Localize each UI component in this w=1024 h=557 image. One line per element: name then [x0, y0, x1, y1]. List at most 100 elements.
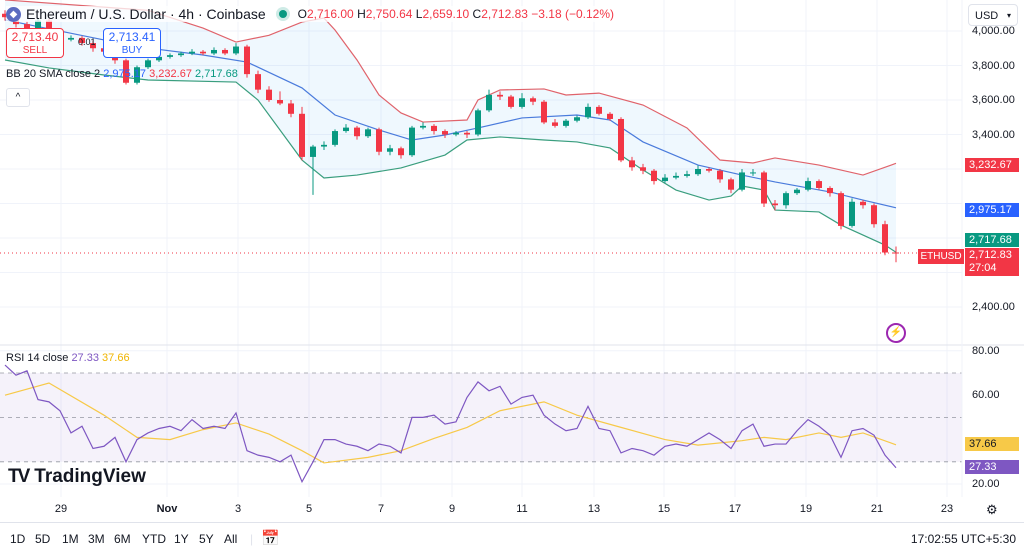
candle [893, 246, 899, 263]
candle-body [871, 205, 877, 225]
clock[interactable]: 17:02:55 UTC+5:30 [910, 532, 1016, 546]
candle [783, 191, 789, 209]
bar-countdown: 27:04 [969, 262, 997, 274]
candle-body [288, 103, 294, 114]
candle [805, 177, 811, 192]
tradingview-logo-icon: TV [8, 466, 30, 487]
chevron-up-icon[interactable]: ^ [6, 88, 30, 107]
symbol-name: Ethereum / U.S. Dollar · 4h · Coinbase [26, 6, 266, 22]
candle-body [145, 60, 151, 68]
candles [2, 10, 899, 263]
sell-label: SELL [22, 45, 48, 56]
range-button-6m[interactable]: 6M [114, 532, 131, 546]
time-axis-label: Nov [156, 503, 178, 515]
candle-body [574, 117, 580, 121]
range-button-5y[interactable]: 5Y [199, 532, 214, 546]
candle-body [211, 49, 217, 54]
candle-body [321, 144, 327, 147]
candle [464, 131, 470, 138]
candle-body [563, 120, 569, 126]
candle [255, 70, 261, 94]
calendar-goto-icon[interactable]: 📅 [261, 530, 280, 547]
lightning-icon[interactable]: ⚡ [886, 323, 906, 343]
candle-body [761, 172, 767, 204]
candle [673, 172, 679, 180]
candle [310, 144, 316, 195]
time-axis-label: 15 [657, 503, 671, 515]
candle-body [365, 129, 371, 137]
candle [684, 170, 690, 178]
symbol-title[interactable]: ◆ Ethereum / U.S. Dollar · 4h · Coinbase… [6, 6, 615, 22]
candle-body [486, 94, 492, 111]
candle-body [475, 110, 481, 135]
last-price-badge: 2,712.83 27:04 [965, 248, 1019, 276]
rsi-legend[interactable]: RSI 14 close 27.33 37.66 [6, 352, 130, 364]
candle-body [618, 118, 624, 161]
rsi-pane [0, 364, 962, 484]
candle [761, 170, 767, 207]
bb-lower-badge: 2,717.68 [965, 233, 1019, 247]
candle [739, 169, 745, 192]
candle-body [552, 122, 558, 126]
candle-body [134, 67, 140, 83]
candle [816, 179, 822, 190]
candle [475, 108, 481, 137]
candle-body [156, 56, 162, 61]
candle-body [684, 174, 690, 176]
tradingview-logo[interactable]: TV TradingView [8, 466, 146, 488]
candle-body [673, 175, 679, 178]
range-button-1d[interactable]: 1D [10, 532, 26, 546]
time-axis-label: 29 [54, 503, 68, 515]
candle-body [398, 148, 404, 156]
range-button-3m[interactable]: 3M [88, 532, 105, 546]
candle-body [167, 55, 173, 57]
chevron-down-icon: ▾ [1006, 11, 1011, 20]
candle [178, 51, 184, 57]
candle [343, 124, 349, 133]
candle [838, 191, 844, 230]
bb-fill [5, 0, 896, 253]
candle [530, 96, 536, 106]
currency-select[interactable]: USD ▾ [968, 4, 1018, 26]
toolbar-divider: | [250, 532, 254, 546]
candle-body [706, 169, 712, 171]
candle [354, 125, 360, 140]
sell-button[interactable]: 2,713.40 SELL [6, 28, 64, 58]
price-axis-label: 3,600.00 [972, 94, 1015, 106]
candle [750, 169, 756, 176]
range-button-all[interactable]: All [224, 532, 238, 546]
candle [849, 198, 855, 228]
price-axis-label: 4,000.00 [972, 25, 1015, 37]
candle [266, 86, 272, 102]
candle [882, 220, 888, 256]
candle-body [24, 24, 30, 31]
candle [662, 174, 668, 183]
candle-body [607, 113, 613, 119]
time-axis-label: 11 [516, 503, 528, 515]
range-button-5d[interactable]: 5D [35, 532, 51, 546]
candle [431, 124, 437, 135]
gear-icon[interactable]: ⚙ [986, 502, 998, 517]
bottom-toolbar: 1D 5D 1M 3M 6M YTD 1Y 5Y All | 📅 17:02:55 UTC+5:… [0, 522, 1024, 557]
bb-legend[interactable]: BB 20 SMA close 2 2,975.17 3,232.67 2,71… [6, 68, 238, 80]
buy-button[interactable]: 2,713.41 BUY [103, 28, 161, 58]
ethereum-icon: ◆ [6, 6, 21, 22]
range-button-1y[interactable]: 1Y [174, 532, 189, 546]
time-axis-label: 17 [728, 503, 742, 515]
rsi-ma-badge: 37.66 [965, 437, 1019, 451]
candle [508, 94, 514, 109]
candle [728, 177, 734, 194]
candle [695, 165, 701, 176]
logo-text: TradingView [34, 466, 146, 487]
candle-body [794, 189, 800, 194]
range-button-1m[interactable]: 1M [62, 532, 79, 546]
candle-body [805, 181, 811, 190]
rsi-badge: 27.33 [965, 460, 1019, 474]
candle-body [409, 127, 415, 156]
bb-upper-line [4, 0, 897, 176]
price-axis-label: 2,400.00 [972, 301, 1015, 313]
candle-body [46, 20, 52, 33]
time-axis-label: 7 [377, 503, 385, 515]
range-button-ytd[interactable]: YTD [142, 532, 166, 546]
